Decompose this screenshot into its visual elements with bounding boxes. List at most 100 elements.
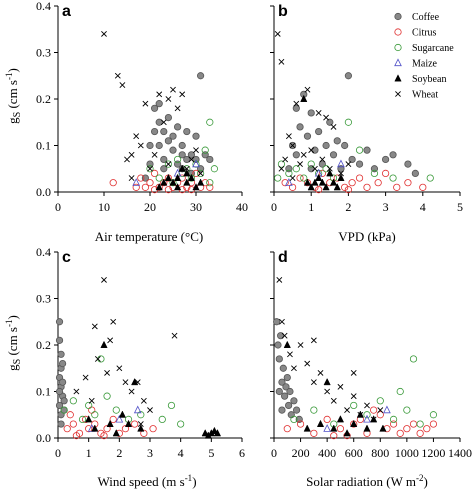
- panel-a-point-coffee: [155, 141, 163, 150]
- panel-b-point-wheat: [345, 161, 352, 168]
- panel-a-x-tick-label: 40: [236, 200, 248, 214]
- panel-c-point-coffee: [57, 420, 65, 428]
- panel-c-point-citrus: [121, 425, 130, 433]
- panel-b-point-wheat: [300, 151, 307, 158]
- panel-d-point-coffee: [273, 318, 281, 326]
- panel-b-point-soybean: [329, 178, 338, 186]
- panel-a-point-soybean: [183, 178, 191, 186]
- panel-a-point-wheat: [133, 133, 140, 140]
- panel-c-point-sugarcane: [103, 392, 111, 400]
- panel-b-point-citrus: [281, 179, 289, 187]
- panel-a-point-soybean: [178, 164, 186, 172]
- panel-b-point-wheat: [278, 58, 285, 65]
- panel-b-plot-area: 0 1 2 3 4 5: [270, 5, 463, 214]
- panel-a-point-wheat: [193, 147, 199, 154]
- panel-d-x-tick-label: 400: [318, 446, 336, 460]
- panel-d-point-citrus: [409, 420, 418, 428]
- panel-c-point-coffee: [58, 359, 67, 368]
- panel-d-x-tick-label: 200: [292, 446, 310, 460]
- panel-d-point-sugarcane: [403, 406, 411, 414]
- panel-c-point-wheat: [128, 388, 135, 395]
- panel-d-point-coffee: [279, 364, 287, 372]
- panel-b-x-tick-label: 3: [383, 200, 389, 214]
- panel-d-point-citrus: [389, 420, 398, 428]
- panel-a-point-citrus: [109, 179, 117, 187]
- panel-b-point-wheat: [323, 114, 329, 121]
- panel-d-point-maize: [383, 405, 391, 414]
- panel-d-point-soybean: [363, 424, 371, 432]
- legend-marker-citrus: [394, 28, 402, 36]
- panel-b-point-sugarcane: [322, 165, 330, 173]
- panel-c-point-wheat: [82, 374, 89, 381]
- panel-d: 0 200 400 600 800 1000 1200 1400 d Solar radiat…: [270, 249, 472, 489]
- panel-d-point-coffee: [283, 373, 291, 382]
- panel-a-point-soybean: [164, 173, 173, 181]
- panel-b-point-coffee: [326, 118, 334, 126]
- panel-a-series-coffee: [141, 72, 214, 182]
- panel-d-point-sugarcane: [409, 355, 418, 363]
- panel-d-point-coffee: [285, 401, 293, 410]
- panel-a-point-coffee: [169, 132, 177, 140]
- panel-b-x-tick-label: 4: [420, 200, 426, 214]
- panel-c-point-sugarcane: [137, 411, 145, 419]
- panel-a-point-coffee: [197, 72, 205, 80]
- panel-c-x-tick-label: 1: [86, 446, 92, 460]
- panel-d-point-citrus: [376, 411, 384, 419]
- panel-a-point-coffee: [169, 146, 177, 154]
- panel-b-point-coffee: [292, 104, 300, 112]
- panel-d-point-sugarcane: [350, 401, 358, 410]
- panel-b-point-citrus: [355, 174, 364, 182]
- panel-c-x-tick-label: 5: [208, 446, 214, 460]
- panel-b-point-wheat: [319, 156, 326, 163]
- panel-d-point-coffee: [277, 332, 285, 340]
- panel-d-point-citrus: [283, 425, 291, 433]
- panel-b-series-wheat: [274, 30, 352, 181]
- panel-c-point-coffee: [55, 387, 64, 396]
- panel-c-plot-area: 0 1 2 3 4 5 6 0.0 0.1 0.2 0.3 0.4: [36, 245, 245, 460]
- panel-a-x-tick-label: 0: [55, 200, 61, 214]
- panel-b-point-sugarcane: [292, 165, 300, 173]
- panel-a-point-coffee: [146, 141, 154, 150]
- legend-item-maize: Maize: [394, 58, 438, 70]
- panel-d-point-wheat: [324, 388, 331, 395]
- panel-b-point-coffee: [307, 109, 315, 117]
- panel-d-point-citrus: [323, 415, 331, 423]
- panel-d-point-soybean: [330, 424, 338, 432]
- panel-d-point-wheat: [337, 383, 344, 390]
- panel-a-point-coffee: [187, 151, 195, 159]
- panel-a-point-wheat: [179, 91, 186, 98]
- panel-d-point-wheat: [317, 369, 324, 376]
- panel-b-point-coffee: [363, 146, 371, 154]
- panel-a-point-coffee: [151, 104, 159, 112]
- panel-c-point-soybean: [204, 431, 212, 439]
- panel-b: 0 1 2 3 4 5 b VPD (kPa): [270, 3, 463, 244]
- panel-c-series-citrus: [63, 406, 157, 440]
- panel-a-point-wheat: [156, 91, 163, 98]
- panel-c-point-soybean: [112, 429, 120, 437]
- panel-a-point-sugarcane: [164, 160, 172, 168]
- panel-d-point-soybean: [283, 340, 291, 348]
- panel-d-point-citrus: [429, 420, 438, 428]
- panel-a-point-citrus: [146, 179, 154, 187]
- panel-b-point-coffee: [318, 160, 326, 168]
- panel-a-point-soybean: [183, 169, 191, 177]
- panel-a-point-wheat: [165, 161, 172, 168]
- panel-c-point-wheat: [137, 421, 144, 427]
- panel-d-point-soybean: [379, 424, 387, 432]
- panel-a-point-coffee: [160, 165, 168, 173]
- panel-d-letter: d: [278, 249, 288, 266]
- panel-b-series-coffee: [285, 72, 419, 177]
- panel-a-point-wheat: [101, 30, 107, 37]
- panel-c-point-wheat: [110, 318, 117, 325]
- panel-a-point-soybean: [155, 183, 163, 191]
- panel-a-point-coffee: [183, 127, 191, 136]
- panel-c-point-wheat: [171, 332, 178, 339]
- panel-a-point-wheat: [119, 82, 126, 88]
- panel-d-point-citrus: [396, 429, 404, 437]
- panel-c-point-citrus: [103, 425, 111, 433]
- panel-d-point-sugarcane: [396, 387, 404, 396]
- panel-c-x-tick-label: 3: [147, 446, 153, 460]
- panel-a-point-wheat: [170, 86, 176, 93]
- panel-b-point-wheat: [308, 147, 315, 154]
- panel-a-point-wheat: [165, 96, 172, 102]
